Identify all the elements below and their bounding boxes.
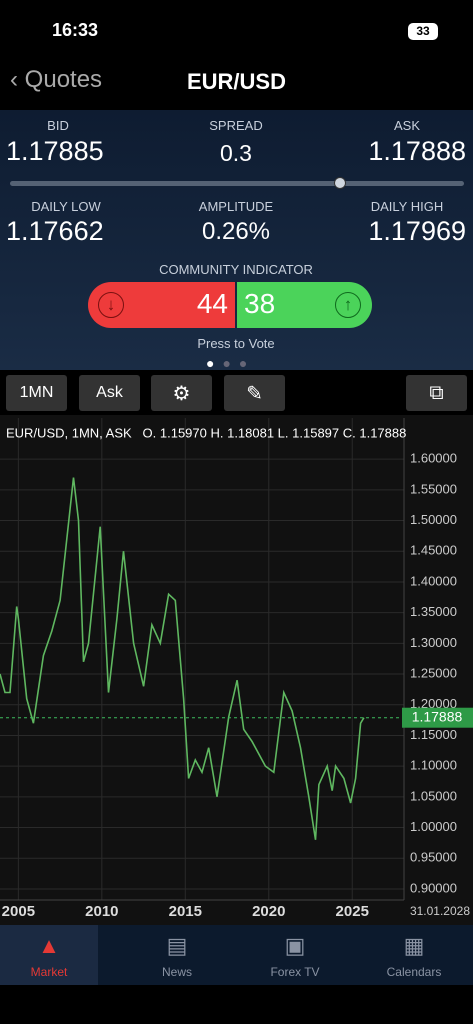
- side-button[interactable]: Ask: [79, 375, 140, 411]
- slider-knob: [334, 177, 346, 189]
- chart-bg: [0, 415, 473, 925]
- battery: 33: [408, 23, 438, 40]
- status-time: 16:33: [52, 20, 99, 40]
- tab[interactable]: ▲ Market: [0, 925, 98, 985]
- y-tick-label: 1.00000: [410, 819, 457, 834]
- tab-label[interactable]: Calendars: [386, 965, 442, 979]
- label: DAILY HIGH: [370, 199, 444, 214]
- nav-title: EUR/USD: [186, 69, 286, 94]
- x-tick-label: 2020: [252, 903, 285, 920]
- page-dots: ●●●: [206, 355, 256, 371]
- quote-panel: [0, 110, 473, 370]
- slider: [10, 181, 464, 186]
- last-price-label: 1.17888: [412, 708, 463, 724]
- x-tick-label: 2025: [336, 903, 369, 920]
- x-tick-label: 2005: [2, 903, 35, 920]
- vote-hint: Press to Vote: [197, 336, 275, 351]
- chart: 0.90000 0.95000 1.00000 1.05000 1.10000 1.150…: [0, 415, 473, 925]
- y-tick-label: 1.15000: [410, 727, 457, 742]
- tab-label[interactable]: Forex TV: [270, 965, 320, 979]
- bid: 1.17885: [6, 136, 104, 166]
- amplitude: 0.26%: [201, 218, 271, 245]
- up-icon: ↑: [335, 292, 361, 318]
- tab[interactable]: ▦ Calendars: [355, 925, 473, 985]
- x-tick-label: 2010: [85, 903, 118, 920]
- y-tick-label: 1.25000: [410, 665, 457, 680]
- y-tick-label: 0.95000: [410, 850, 457, 865]
- down-icon: ↓: [98, 292, 124, 318]
- y-tick-label: 1.55000: [410, 481, 457, 496]
- daily-high: 1.17969: [368, 216, 466, 246]
- spread: 0.3: [220, 140, 252, 166]
- draw-button[interactable]: ✎: [224, 375, 285, 411]
- tab[interactable]: ▤ News: [118, 925, 236, 985]
- y-tick-label: 1.60000: [410, 451, 457, 466]
- date-label: 31.01.2028: [410, 904, 470, 918]
- y-tick-label: 1.50000: [410, 512, 457, 527]
- down-votes: 44: [196, 288, 228, 319]
- y-tick-label: 1.05000: [410, 788, 457, 803]
- expand-button[interactable]: ⧉: [406, 375, 467, 411]
- tab-label[interactable]: Market: [30, 965, 68, 979]
- settings-button[interactable]: ⚙: [151, 375, 212, 411]
- back-button[interactable]: ‹ Quotes: [10, 66, 103, 93]
- label: BID: [47, 118, 69, 133]
- y-tick-label: 0.90000: [410, 880, 457, 895]
- y-tick-label: 1.40000: [410, 573, 457, 588]
- label: AMPLITUDE: [198, 199, 274, 214]
- y-tick-label: 1.35000: [410, 604, 457, 619]
- y-tick-label: 1.10000: [410, 758, 457, 773]
- price-line: [0, 477, 365, 840]
- daily-low: 1.17662: [6, 216, 104, 246]
- last-price-tag: [402, 707, 473, 728]
- x-tick-label: 2015: [169, 903, 202, 920]
- tab[interactable]: ▣ Forex TV: [236, 925, 354, 985]
- community-title: COMMUNITY INDICATOR: [159, 262, 313, 277]
- tab-label[interactable]: News: [161, 965, 192, 979]
- y-tick-label: 1.30000: [410, 635, 457, 650]
- ask: 1.17888: [368, 136, 466, 166]
- label: ASK: [393, 118, 420, 133]
- y-tick-label: 1.20000: [410, 696, 457, 711]
- label: SPREAD: [209, 118, 263, 133]
- chart-title: EUR/USD, 1MN, ASK O. 1.15970 H. 1.18081 …: [6, 425, 406, 440]
- back-label[interactable]: Quotes: [24, 66, 103, 93]
- period-button[interactable]: 1MN: [6, 375, 67, 411]
- y-tick-label: 1.45000: [410, 543, 457, 558]
- label: DAILY LOW: [31, 199, 101, 214]
- up-votes: 38: [244, 288, 276, 319]
